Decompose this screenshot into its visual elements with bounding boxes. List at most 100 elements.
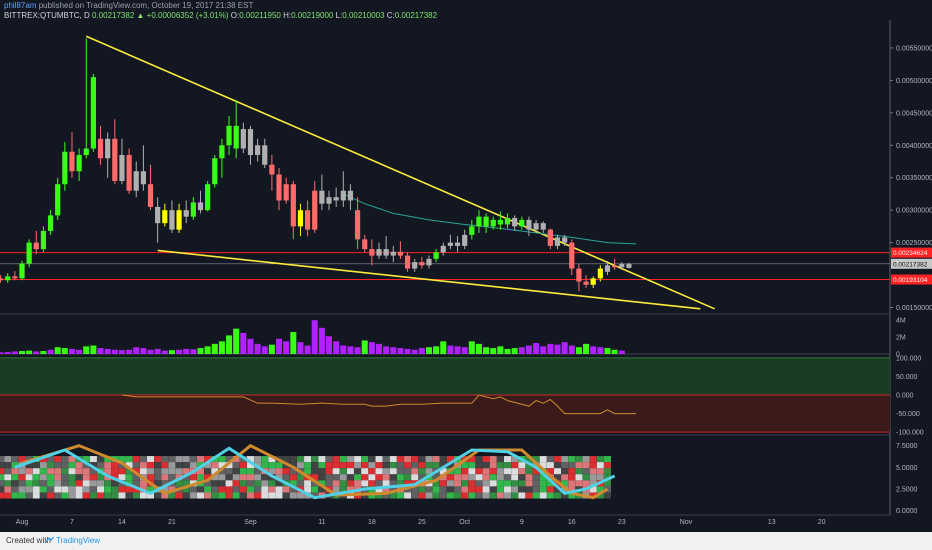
heatmap-cell <box>147 492 155 499</box>
candle-body <box>362 239 368 250</box>
time-tick-label: 25 <box>418 519 426 526</box>
heatmap-cell <box>147 462 155 469</box>
heatmap-cell <box>582 456 590 463</box>
heatmap-cell <box>0 474 5 481</box>
heatmap-cell <box>439 474 447 481</box>
heatmap-cell <box>496 480 504 487</box>
heatmap-cell <box>482 462 490 469</box>
heatmap-cell <box>425 456 433 463</box>
username-link[interactable]: phil87am <box>4 1 37 10</box>
volume-bar <box>554 344 561 354</box>
heatmap-cell <box>18 468 26 475</box>
heatmap-cell <box>489 474 497 481</box>
heatmap-cell <box>218 474 226 481</box>
heatmap-cell <box>0 468 5 475</box>
candle-body <box>147 184 154 207</box>
heatmap-cell <box>254 480 262 487</box>
volume-bar <box>90 345 97 354</box>
heatmap-cell <box>404 468 412 475</box>
heatmap-cell <box>68 486 76 493</box>
heatmap-cell <box>197 468 204 475</box>
heatmap-cell <box>368 462 376 469</box>
heatmap-cell <box>111 480 119 487</box>
heatmap-cell <box>396 474 404 481</box>
heatmap-cell <box>311 480 319 487</box>
heatmap-cell <box>261 486 269 493</box>
heatmap-cell <box>97 486 105 493</box>
heatmap-cell <box>325 456 333 463</box>
volume-bar <box>368 342 375 354</box>
heatmap-cell <box>211 492 219 499</box>
volume-bar <box>133 347 140 354</box>
heatmap-cell <box>82 456 90 463</box>
heatmap-cell <box>525 492 533 499</box>
heatmap-cell <box>346 480 354 487</box>
heatmap-cell <box>504 492 512 499</box>
heatmap-cell <box>54 486 62 493</box>
volume-bar <box>611 349 618 354</box>
heatmap-cell <box>596 486 604 493</box>
time-tick-label: 14 <box>118 519 126 526</box>
heatmap-cell <box>4 462 12 469</box>
heatmap-cell <box>504 480 512 487</box>
candle-body <box>162 210 168 224</box>
candle-body <box>212 158 218 185</box>
heatmap-cell <box>104 486 112 493</box>
heatmap-cell <box>204 480 212 487</box>
heatmap-cell <box>332 480 340 487</box>
heatmap-cell <box>368 468 376 475</box>
volume-bar <box>26 350 33 354</box>
heatmap-cell <box>246 492 254 499</box>
heatmap-cell <box>596 468 604 475</box>
heatmap-cell <box>204 468 212 475</box>
heatmap-cell <box>418 486 426 493</box>
volume-bar <box>197 348 204 354</box>
heatmap-cell <box>461 480 469 487</box>
price-tick-label: 0.00450000 <box>896 110 932 117</box>
time-tick-label: 21 <box>168 519 176 526</box>
price-tick-label: 0.00550000 <box>896 45 932 52</box>
heatmap-cell <box>525 468 533 475</box>
heatmap-cell <box>332 462 340 469</box>
candle-body <box>0 278 4 281</box>
price-label-box <box>891 247 932 258</box>
heatmap-cell <box>375 480 383 487</box>
heatmap-cell <box>375 474 383 481</box>
heatmap-cell <box>475 462 483 469</box>
heatmap-cell <box>11 486 19 493</box>
heatmap-cell <box>496 492 504 499</box>
heatmap-cell <box>304 486 312 493</box>
heatmap-cell <box>268 486 276 493</box>
heatmap-cell <box>268 456 276 463</box>
heatmap-cell <box>346 468 354 475</box>
heatmap-cell <box>168 492 176 499</box>
heatmap-cell <box>82 480 90 487</box>
heatmap-cell <box>504 456 512 463</box>
heatmap-cell <box>282 492 290 499</box>
heatmap-cell <box>239 462 247 469</box>
volume-bar <box>0 352 4 354</box>
heatmap-cell <box>432 462 440 469</box>
heatmap-cell <box>54 480 62 487</box>
candle-body <box>176 210 182 230</box>
volume-bar <box>33 351 40 354</box>
heatmap-cell <box>268 462 276 469</box>
volume-bar <box>440 341 447 354</box>
volume-bar <box>525 345 532 354</box>
heatmap-cell <box>104 480 112 487</box>
heatmap-cell <box>332 486 340 493</box>
heatmap-cell <box>89 474 97 481</box>
heatmap-cell <box>82 462 90 469</box>
candle-body <box>597 268 603 279</box>
candle-body <box>40 230 47 250</box>
heatmap-cell <box>361 468 369 475</box>
heatmap-cell <box>546 480 554 487</box>
heatmap-cell <box>432 456 440 463</box>
tradingview-link[interactable]: TradingView <box>56 536 101 545</box>
heatmap-cell <box>304 480 312 487</box>
heatmap-cell <box>118 486 126 493</box>
candle-body <box>504 217 511 225</box>
heatmap-cell <box>404 492 412 499</box>
heatmap-cell <box>111 462 119 469</box>
heatmap-cell <box>25 492 33 499</box>
